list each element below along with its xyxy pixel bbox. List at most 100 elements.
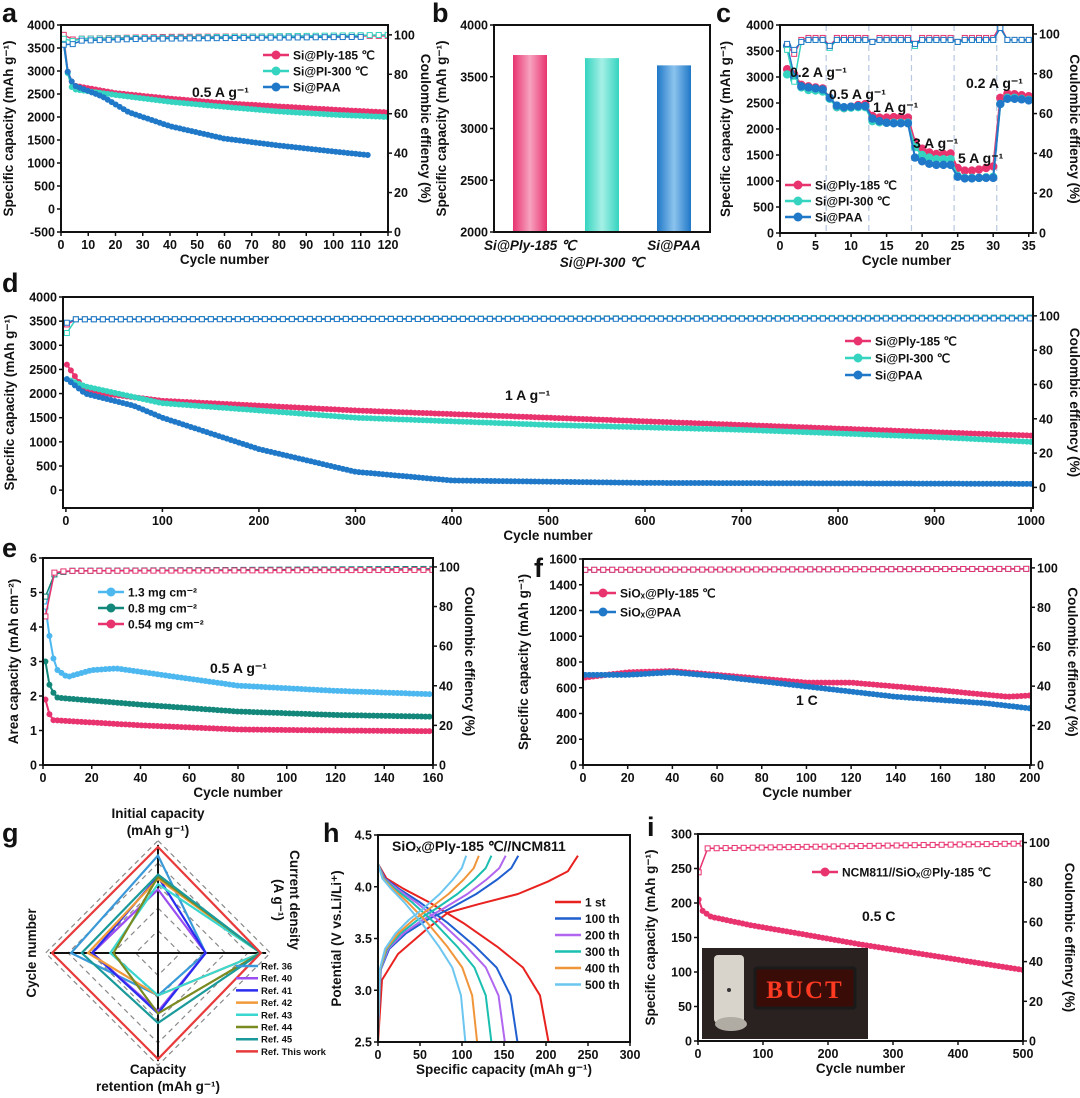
y2-tick-label: 60: [1037, 640, 1051, 654]
legend-item: Ref. 36: [236, 962, 292, 973]
data-point: [974, 841, 981, 848]
data-point: [890, 36, 897, 43]
data-point: [933, 566, 940, 573]
data-point: [925, 159, 934, 169]
radar-grid: [44, 839, 272, 1067]
x-tick-label: 140: [374, 771, 395, 785]
data-point: [981, 163, 991, 173]
legend-label: Ref. 42: [261, 998, 292, 1009]
data-point: [153, 316, 160, 323]
y-tick-label: 2500: [27, 88, 55, 102]
y-tick-label: 2.5: [355, 1036, 372, 1050]
data-point: [762, 566, 769, 573]
data-point: [731, 844, 738, 851]
y-tick-label: 3.0: [355, 984, 372, 998]
x-tick-label: 15: [880, 239, 894, 253]
data-point: [798, 566, 805, 573]
data-point: [675, 315, 682, 322]
y2-tick-label: 80: [1029, 876, 1043, 890]
data-point: [71, 373, 78, 380]
data-point: [882, 315, 889, 322]
legend-item: Ref. 45: [236, 1035, 293, 1046]
data-point: [63, 330, 70, 337]
data-point: [495, 315, 502, 322]
y2-tick-label: 60: [1029, 915, 1043, 929]
data-point: [540, 315, 547, 322]
data-point: [393, 566, 400, 573]
y2-axis-label: Coulombic effiency (%): [462, 587, 477, 736]
data-point: [889, 119, 898, 128]
legend-item: Si@PI-300 ℃: [845, 352, 950, 366]
data-point: [426, 728, 433, 735]
legend-label: Si@Ply-185 ℃: [293, 49, 375, 63]
data-point: [846, 315, 853, 322]
annotation: 0.5 C: [862, 908, 895, 924]
panel-a: 0 10 20 30 40 50 60 70 80 90 100 110 120-50005001000…: [1, 0, 433, 267]
series-layer: [43, 565, 433, 735]
data-point: [833, 36, 840, 43]
x-category-label: Si@PAA: [647, 238, 700, 253]
data-point: [1003, 94, 1012, 104]
data-point: [663, 566, 670, 573]
legend-item: Ref. 43: [236, 1010, 292, 1021]
data-point: [46, 711, 53, 718]
data-point: [975, 36, 982, 43]
data-point: [843, 566, 850, 573]
data-point: [738, 315, 745, 322]
data-point: [1023, 565, 1030, 572]
data-point: [117, 316, 124, 323]
y-tick-label: 4.5: [355, 829, 372, 843]
data-point: [780, 566, 787, 573]
x-tick-label: 900: [924, 514, 945, 528]
data-point: [222, 35, 229, 42]
x-tick-label: 40: [665, 771, 679, 785]
legend-label: Ref. 41: [261, 986, 293, 997]
data-point: [657, 315, 664, 322]
data-point: [303, 34, 310, 41]
data-point: [60, 568, 67, 575]
y-tick-label: 0: [30, 759, 37, 773]
x-tick-label: 500: [538, 514, 559, 528]
y-tick-label: 800: [556, 656, 577, 670]
y-axis-label: Specific capacity (mAh g⁻¹): [434, 41, 449, 217]
data-point: [903, 119, 913, 128]
legend-item: Si@PAA: [845, 369, 923, 383]
data-point: [234, 316, 241, 323]
legend-item: 100 th: [555, 912, 620, 926]
data-point: [486, 315, 493, 322]
data-point: [974, 173, 984, 183]
data-point: [50, 655, 57, 662]
data-point: [1027, 480, 1033, 487]
data-point: [876, 36, 883, 43]
panel-letter: d: [2, 268, 19, 298]
data-point: [1027, 432, 1033, 439]
data-point: [891, 315, 898, 322]
data-point: [927, 315, 934, 322]
data-point: [294, 34, 301, 41]
data-point: [132, 567, 139, 574]
x-tick-label: 100: [753, 1047, 774, 1061]
y-tick-label: 4.0: [355, 880, 372, 894]
x-tick-label: 30: [136, 238, 150, 252]
data-point: [360, 316, 367, 323]
series-coulombic-efficiency: [784, 25, 1032, 53]
data-point: [846, 102, 856, 111]
legend-label: Si@PAA: [815, 211, 863, 225]
data-point: [974, 165, 984, 174]
data-point: [862, 36, 869, 43]
data-point: [875, 117, 884, 126]
data-point: [954, 315, 961, 322]
data-point: [270, 316, 277, 323]
data-point: [996, 99, 1005, 109]
legend-item: Si@Ply-185 ℃: [845, 335, 957, 349]
data-point: [690, 566, 697, 573]
data-point: [1018, 36, 1025, 43]
data-point: [936, 315, 943, 322]
data-point: [1026, 315, 1033, 322]
data-point: [639, 315, 646, 322]
led-text: BUCT: [766, 977, 843, 1004]
data-point: [792, 315, 799, 322]
data-point: [348, 33, 355, 40]
legend-label: Si@PI-300 ℃: [293, 65, 368, 79]
